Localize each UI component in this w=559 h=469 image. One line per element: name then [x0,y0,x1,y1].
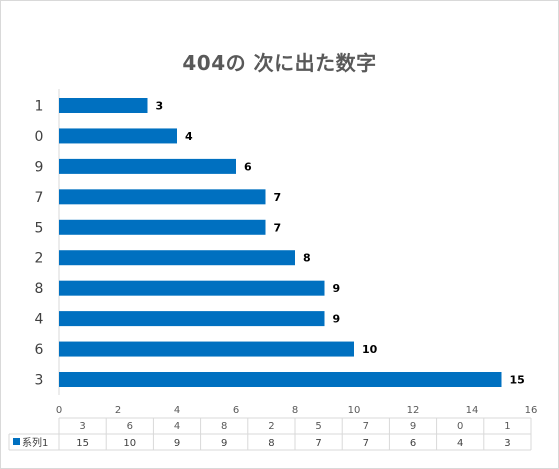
x-tick-label: 8 [292,405,298,416]
table-header-cell: 6 [127,421,133,432]
table-header-cell: 2 [268,421,274,432]
category-label: 6 [35,342,44,358]
data-label: 4 [185,130,193,143]
data-label: 3 [156,100,164,113]
table-value-cell: 4 [457,438,463,449]
bar [59,250,295,266]
data-label: 9 [333,313,341,326]
x-tick-label: 4 [174,405,180,416]
table-value-cell: 10 [123,438,136,449]
table-value-cell: 7 [315,438,321,449]
category-label: 5 [35,220,44,236]
category-label: 1 [35,99,44,115]
table-header-cell: 9 [410,421,416,432]
data-label: 7 [274,191,282,204]
table-value-cell: 3 [504,438,510,449]
bar [59,280,325,296]
category-label: 3 [35,373,44,389]
table-header-cell: 8 [221,421,227,432]
table-header-cell: 5 [315,421,321,432]
legend-key [13,438,20,445]
table-value-cell: 7 [363,438,369,449]
table-value-cell: 6 [410,438,416,449]
category-label: 8 [35,281,44,297]
table-header-cell: 7 [363,421,369,432]
table-header-cell: 0 [457,421,463,432]
category-label: 9 [35,159,44,175]
bar [59,128,177,144]
table-value-cell: 8 [268,438,274,449]
data-label: 6 [244,160,252,173]
series-name: 系列1 [22,436,48,449]
bar [59,372,502,387]
category-label: 4 [35,312,44,328]
data-label: 8 [303,252,311,265]
x-tick-label: 6 [233,405,239,416]
bar [59,98,148,113]
data-label: 7 [274,221,282,234]
bar [59,341,354,357]
category-label: 2 [35,251,44,267]
bar [59,219,266,235]
category-label: 7 [35,190,44,206]
x-tick-label: 2 [115,405,121,416]
bar [59,311,325,327]
x-tick-label: 12 [407,405,420,416]
table-value-cell: 9 [174,438,180,449]
chart-title: 404の 次に出た数字 [182,51,377,75]
x-tick-label: 10 [348,405,361,416]
data-label: 15 [510,374,525,387]
table-header-cell: 4 [174,421,180,432]
table-value-cell: 15 [76,438,89,449]
data-label: 10 [362,343,378,356]
table-value-cell: 9 [221,438,227,449]
x-tick-label: 16 [525,405,538,416]
x-tick-label: 0 [56,405,62,416]
table-header-cell: 3 [79,421,85,432]
table-header-cell: 1 [504,421,510,432]
bar [59,189,266,205]
category-label: 0 [35,129,44,145]
bar [59,158,236,174]
data-label: 9 [333,282,341,295]
x-tick-label: 14 [466,405,479,416]
